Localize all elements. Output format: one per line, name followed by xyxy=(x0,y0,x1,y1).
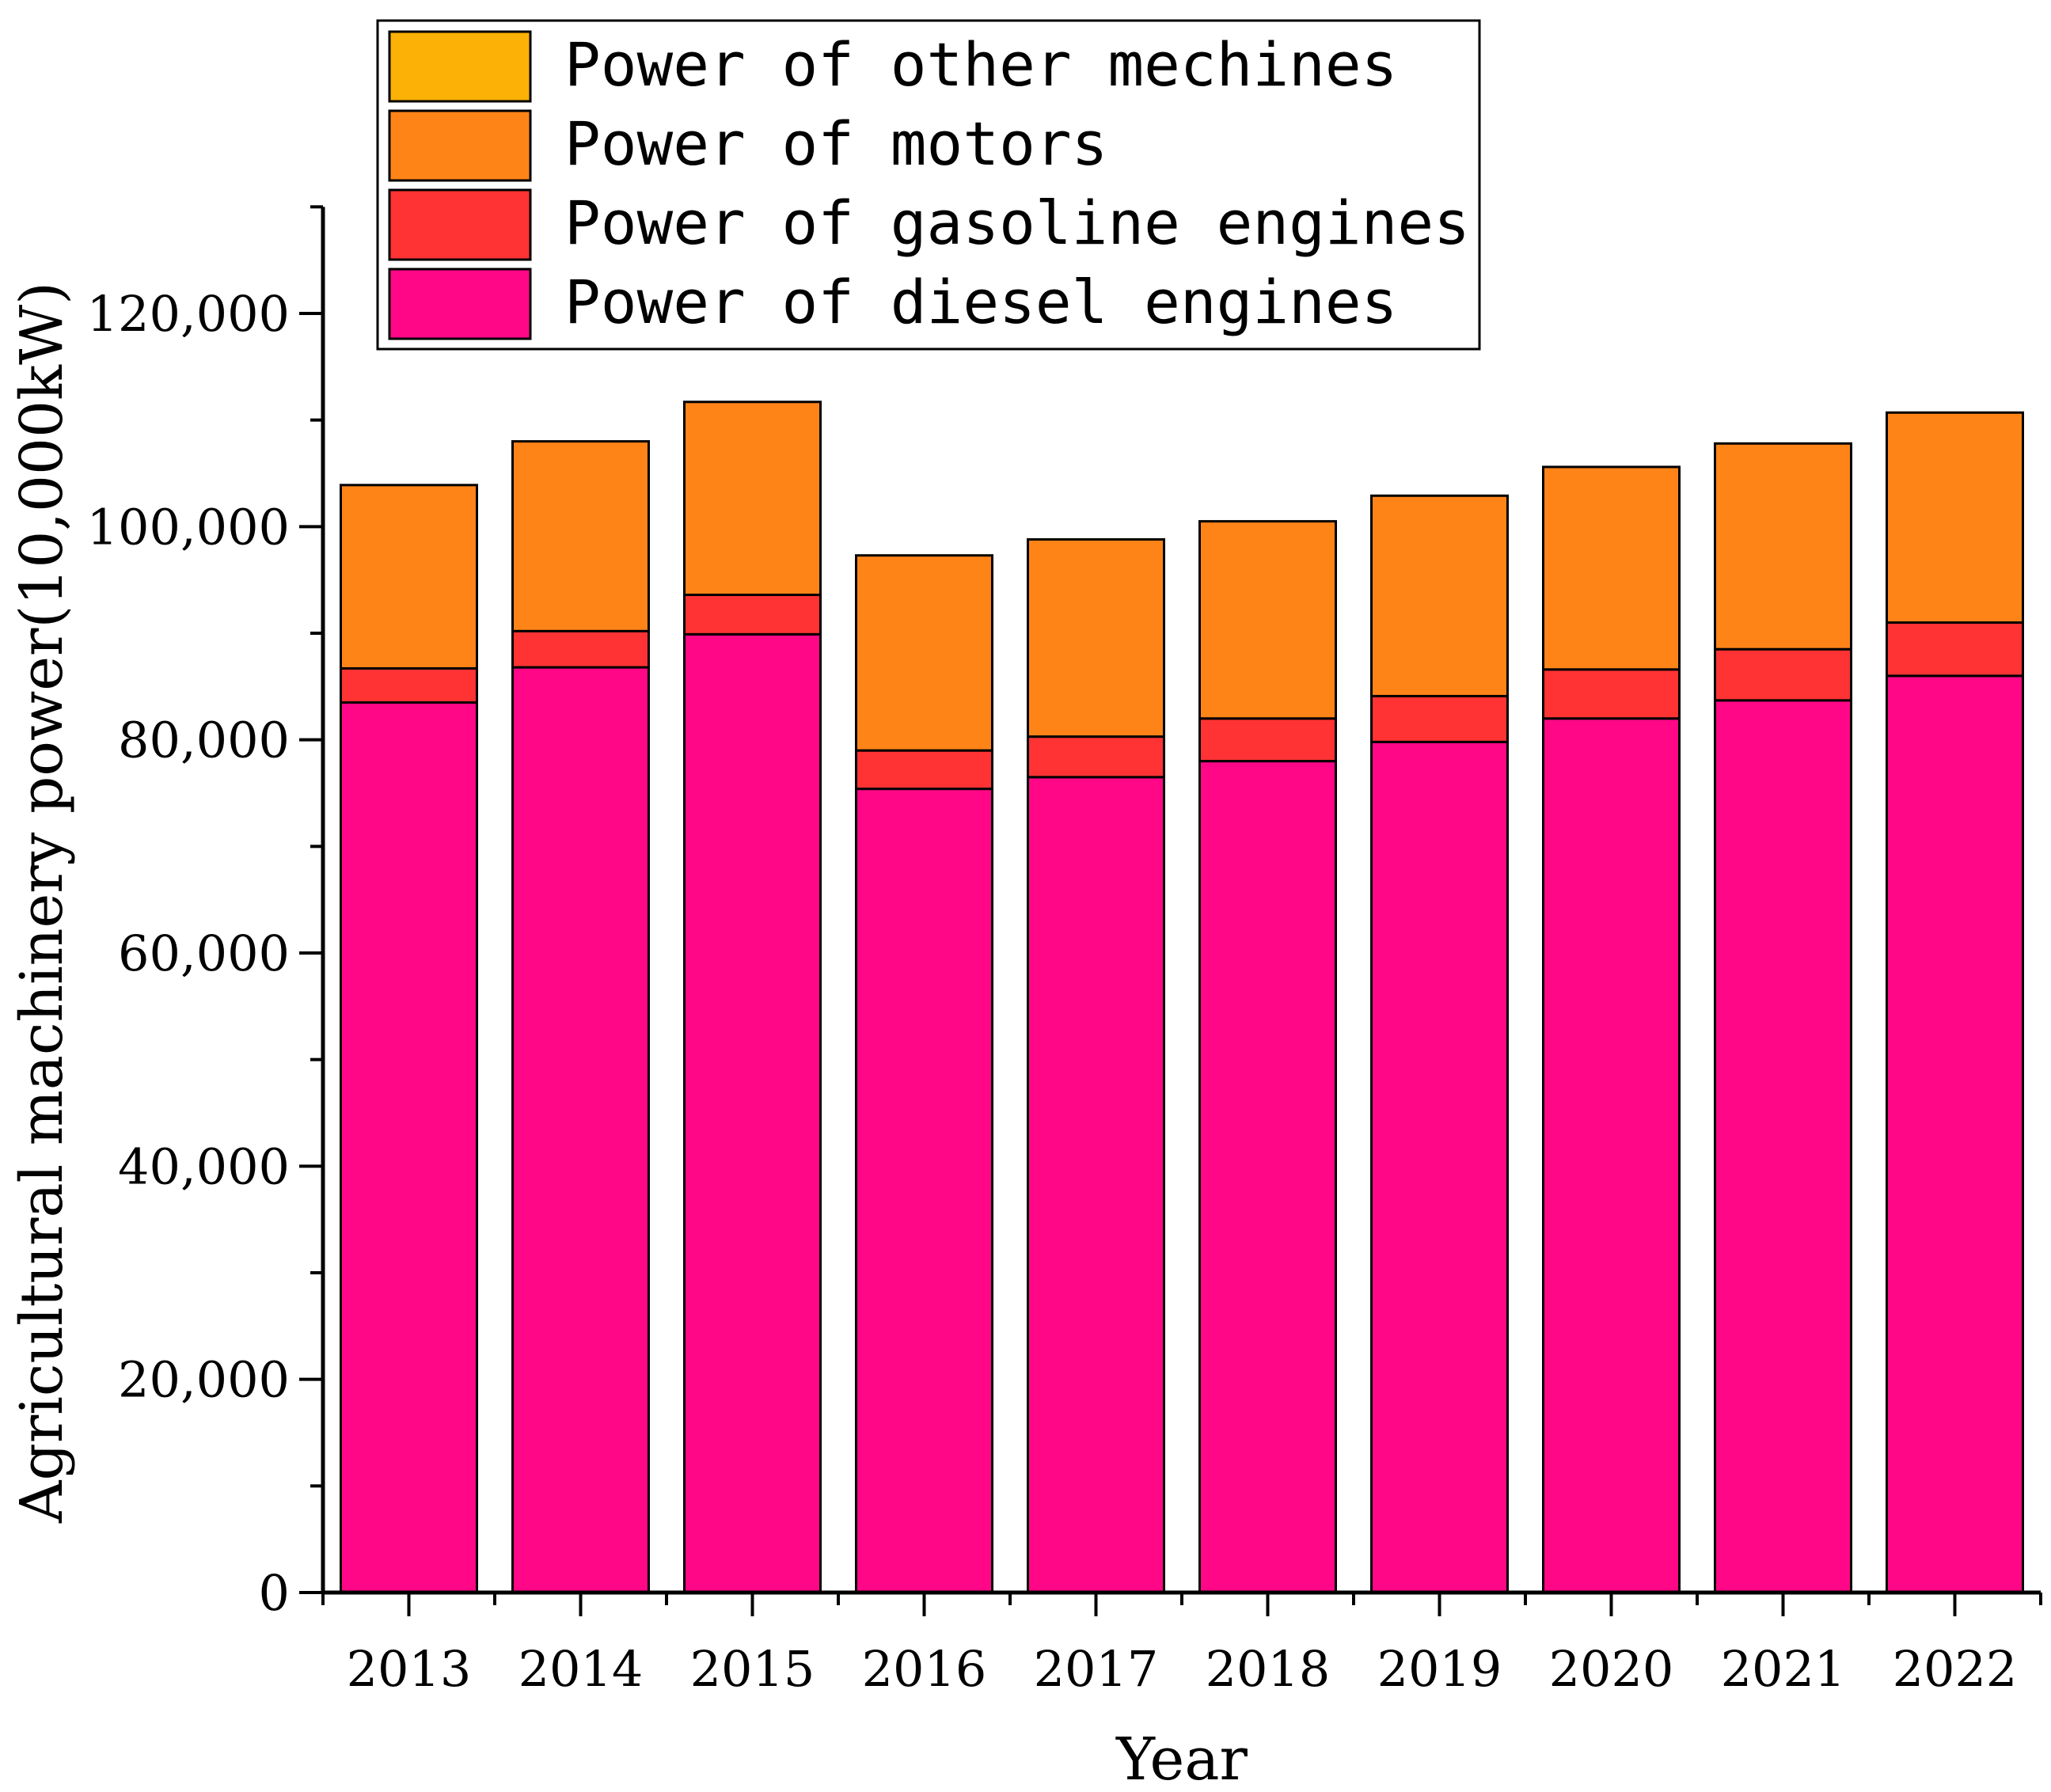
bar-2014-power-of-gasoline-engines xyxy=(511,629,650,669)
bar-2020-power-of-motors xyxy=(1542,465,1681,671)
x-tick-label: 2018 xyxy=(1206,1640,1331,1698)
bar-2022-power-of-motors xyxy=(1886,411,2024,625)
y-tick-label: 100,000 xyxy=(87,498,290,556)
bar-2020-power-of-gasoline-engines xyxy=(1542,668,1681,720)
x-tick-label: 2013 xyxy=(347,1640,472,1698)
x-tick-label: 2016 xyxy=(862,1640,987,1698)
x-tick-label: 2014 xyxy=(518,1640,644,1698)
bar-2021-power-of-motors xyxy=(1714,442,1852,651)
bar-2016-power-of-motors xyxy=(855,554,993,752)
bar-2018-power-of-diesel-engines xyxy=(1198,760,1337,1594)
bar-2013-power-of-gasoline-engines xyxy=(340,666,478,704)
x-tick-label: 2022 xyxy=(1893,1640,2018,1698)
bar-2017-power-of-diesel-engines xyxy=(1027,776,1165,1594)
bar-2018-power-of-motors xyxy=(1198,520,1337,720)
legend-label: Power of motors xyxy=(564,108,1107,179)
y-tick-label: 20,000 xyxy=(118,1351,290,1409)
x-tick-label: 2015 xyxy=(690,1640,815,1698)
legend-label: Power of gasoline engines xyxy=(564,188,1470,258)
bar-2014-power-of-diesel-engines xyxy=(511,666,650,1594)
bar-2013-power-of-diesel-engines xyxy=(340,701,478,1594)
y-tick-label: 120,000 xyxy=(87,285,290,343)
bar-2019-power-of-gasoline-engines xyxy=(1370,694,1509,743)
bar-2016-power-of-gasoline-engines xyxy=(855,749,993,791)
legend-label: Power of other mechines xyxy=(564,29,1397,100)
bar-2017-power-of-gasoline-engines xyxy=(1027,735,1165,779)
x-tick-label: 2021 xyxy=(1721,1640,1846,1698)
legend-box xyxy=(376,19,1481,351)
bar-2014-power-of-motors xyxy=(511,440,650,632)
legend-swatch-power-of-diesel-engines xyxy=(388,268,532,340)
bar-2016-power-of-diesel-engines xyxy=(855,788,993,1594)
bar-2022-power-of-diesel-engines xyxy=(1886,674,2024,1594)
x-tick-label: 2017 xyxy=(1034,1640,1159,1698)
bar-2021-power-of-diesel-engines xyxy=(1714,699,1852,1594)
legend-swatch-power-of-motors xyxy=(388,109,532,182)
y-tick-label: 80,000 xyxy=(118,712,290,769)
x-tick-label: 2020 xyxy=(1549,1640,1674,1698)
bar-2013-power-of-motors xyxy=(340,484,478,670)
y-axis-label: Agricultural machinery power(10,000kW) xyxy=(8,282,76,1524)
bar-2017-power-of-motors xyxy=(1027,537,1165,738)
bar-2019-power-of-diesel-engines xyxy=(1370,740,1509,1594)
y-tick-label: 60,000 xyxy=(118,924,290,982)
bar-2015-power-of-motors xyxy=(683,401,822,597)
bar-2019-power-of-motors xyxy=(1370,494,1509,697)
y-tick-label: 0 xyxy=(259,1564,290,1622)
bar-2015-power-of-gasoline-engines xyxy=(683,594,822,636)
x-axis-label: Year xyxy=(1115,1726,1248,1792)
bar-2018-power-of-gasoline-engines xyxy=(1198,717,1337,763)
bar-2015-power-of-diesel-engines xyxy=(683,632,822,1594)
bar-2020-power-of-diesel-engines xyxy=(1542,717,1681,1594)
legend-swatch-power-of-other-mechines xyxy=(388,30,532,103)
legend-swatch-power-of-gasoline-engines xyxy=(388,188,532,261)
bar-2022-power-of-gasoline-engines xyxy=(1886,621,2024,678)
bar-2021-power-of-gasoline-engines xyxy=(1714,647,1852,702)
legend-label: Power of diesel engines xyxy=(564,267,1397,337)
y-tick-label: 40,000 xyxy=(118,1137,290,1195)
x-tick-label: 2019 xyxy=(1377,1640,1502,1698)
